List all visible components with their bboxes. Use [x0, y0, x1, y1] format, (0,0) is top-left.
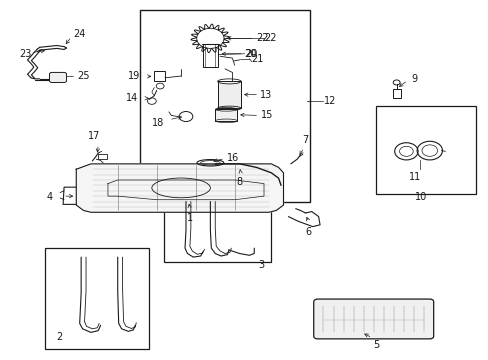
Text: 21: 21 [250, 54, 263, 64]
Text: 11: 11 [408, 172, 421, 182]
Bar [98, 154, 107, 159]
Bar [140, 10, 310, 202]
Text: 3: 3 [258, 260, 264, 270]
Text: 6: 6 [305, 226, 311, 237]
Bar [392, 89, 400, 98]
Text: 22: 22 [264, 33, 276, 43]
Bar [375, 107, 475, 194]
Text: 15: 15 [260, 111, 272, 121]
Text: 2: 2 [56, 332, 62, 342]
FancyBboxPatch shape [49, 72, 66, 82]
Text: 25: 25 [78, 71, 90, 81]
Text: 13: 13 [260, 90, 272, 100]
Text: 8: 8 [236, 177, 242, 187]
Text: 16: 16 [226, 153, 238, 163]
Text: 24: 24 [73, 29, 85, 39]
FancyBboxPatch shape [313, 299, 433, 339]
Bar [44, 248, 149, 348]
Bar [217, 81, 241, 108]
Text: 5: 5 [372, 340, 379, 350]
Text: 19: 19 [128, 71, 141, 81]
Text: 4: 4 [46, 192, 52, 202]
Text: 20: 20 [245, 49, 257, 59]
Text: 20: 20 [244, 49, 256, 59]
Text: 14: 14 [125, 93, 138, 103]
Bar [203, 44, 217, 67]
Polygon shape [76, 164, 283, 212]
Text: 1: 1 [186, 213, 193, 223]
Bar [215, 109, 237, 121]
Text: 9: 9 [410, 74, 417, 84]
Text: 23: 23 [19, 49, 31, 59]
Text: 7: 7 [302, 135, 308, 145]
Text: 17: 17 [88, 131, 101, 141]
Text: 10: 10 [414, 192, 426, 202]
Text: 22: 22 [256, 33, 268, 43]
Bar [154, 71, 164, 81]
Bar [163, 200, 271, 262]
Text: 18: 18 [152, 118, 164, 128]
Text: 12: 12 [323, 96, 335, 106]
